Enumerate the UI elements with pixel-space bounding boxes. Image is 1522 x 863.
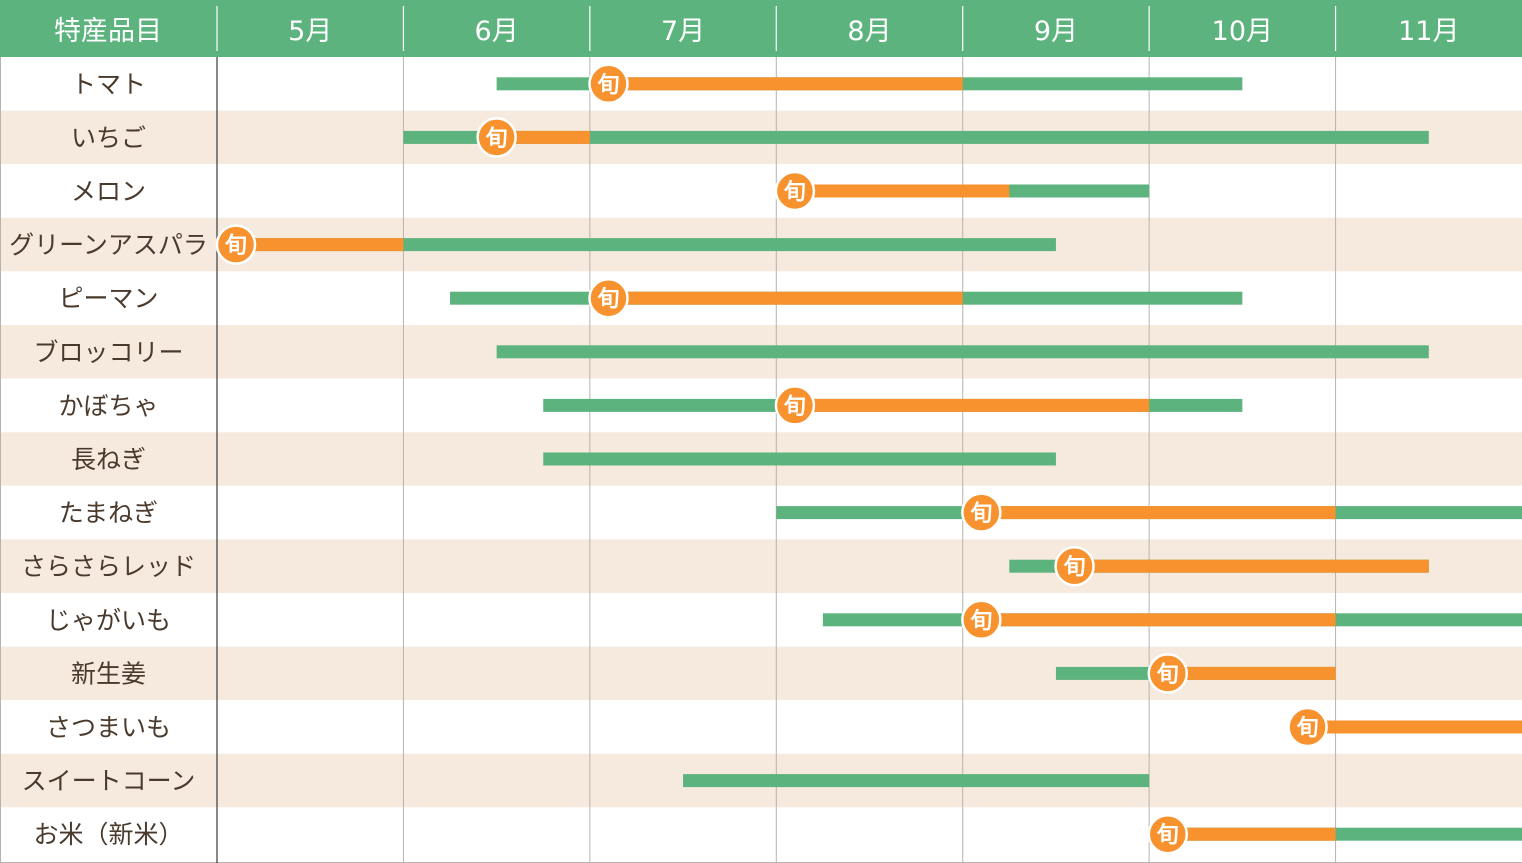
peak-bar xyxy=(1167,827,1336,841)
peak-badge-label: 旬 xyxy=(596,72,619,98)
row-label: グリーンアスパラ xyxy=(9,231,208,260)
season-bars xyxy=(217,77,1522,841)
peak-badge xyxy=(1054,545,1095,587)
month-label: 11月 xyxy=(1398,16,1459,47)
peak-badge-label: 旬 xyxy=(1063,554,1086,580)
peak-badge xyxy=(1147,653,1189,694)
peak-badge xyxy=(588,277,629,319)
peak-badge xyxy=(774,170,816,212)
row-label: スイートコーン xyxy=(22,767,196,796)
peak-badge-label: 旬 xyxy=(969,501,992,527)
row-label: お米（新米） xyxy=(33,820,183,849)
peak-badge xyxy=(961,492,1002,533)
header-row: 特産品目 5月 6月 7月 8月 9月 10月 11月 xyxy=(0,0,1522,57)
peak-bar xyxy=(981,613,1336,627)
row-label: メロン xyxy=(71,177,146,206)
peak-badge-label: 旬 xyxy=(224,233,247,259)
row-label: ピーマン xyxy=(58,284,158,313)
peak-badge-label: 旬 xyxy=(783,179,806,205)
peak-badge xyxy=(1287,706,1328,748)
row-label: ブロッコリー xyxy=(33,338,183,367)
row-labels: トマトいちごメロングリーンアスパラピーマンブロッコリーかぼちゃ長ねぎたまねぎさら… xyxy=(9,70,208,849)
month-label: 9月 xyxy=(1034,16,1078,47)
row-label: さつまいも xyxy=(46,713,171,742)
peak-badge xyxy=(476,117,517,158)
peak-badge xyxy=(1147,813,1189,855)
row-background xyxy=(0,700,1522,754)
row-label: 新生姜 xyxy=(71,659,146,688)
row-label: たまねぎ xyxy=(59,499,158,528)
peak-bar xyxy=(496,130,590,144)
row-label: いちご xyxy=(71,123,146,152)
header-item-label: 特産品目 xyxy=(54,16,162,47)
peak-bar xyxy=(608,291,963,305)
row-label: じゃがいも xyxy=(46,606,171,635)
month-label: 6月 xyxy=(475,16,519,47)
peak-bar xyxy=(608,77,963,91)
available-bar xyxy=(543,452,1056,466)
peak-badge xyxy=(588,63,629,105)
month-label: 8月 xyxy=(847,16,891,47)
available-bar xyxy=(683,774,1150,788)
peak-bar xyxy=(794,184,1010,198)
peak-badge-label: 旬 xyxy=(1156,822,1179,848)
row-background xyxy=(0,164,1522,218)
peak-bar xyxy=(981,506,1336,520)
peak-badge xyxy=(961,599,1002,641)
month-label: 10月 xyxy=(1212,16,1273,47)
row-label: トマト xyxy=(71,70,146,99)
peak-badge-label: 旬 xyxy=(783,393,806,419)
peak-bar xyxy=(794,398,1150,412)
available-bar xyxy=(217,238,1056,252)
peak-bar xyxy=(1074,559,1429,573)
row-label: 長ねぎ xyxy=(71,445,146,474)
peak-bar xyxy=(1307,720,1522,734)
peak-badge-label: 旬 xyxy=(1296,715,1319,741)
row-label: かぼちゃ xyxy=(58,391,158,420)
peak-bar xyxy=(236,238,404,252)
month-label: 7月 xyxy=(661,16,705,47)
available-bar xyxy=(403,130,1429,144)
available-bar xyxy=(496,345,1429,359)
peak-badge-label: 旬 xyxy=(485,125,508,151)
peak-badge-label: 旬 xyxy=(1156,661,1179,687)
header-background xyxy=(0,0,1522,57)
peak-bar xyxy=(1167,666,1336,680)
peak-badge xyxy=(774,385,816,426)
peak-badge-label: 旬 xyxy=(969,608,992,634)
month-label: 5月 xyxy=(288,16,332,47)
row-label: さらさらレッド xyxy=(21,552,196,581)
peak-badge xyxy=(215,224,257,265)
peak-badge-label: 旬 xyxy=(596,286,619,312)
